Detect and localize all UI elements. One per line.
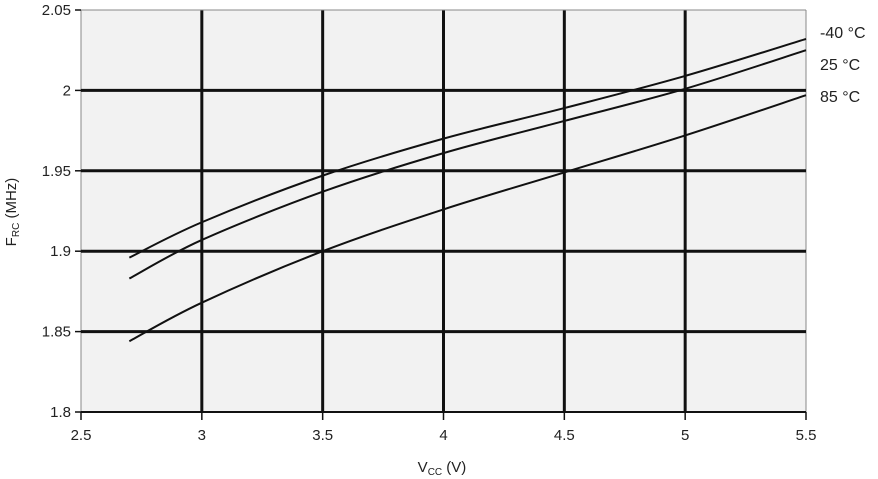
x-tick-label: 2.5 <box>71 427 92 444</box>
y-axis-label: FRC (MHz) <box>3 178 22 247</box>
y-tick-label: 1.9 <box>50 243 71 260</box>
series-line-2 <box>128 94 807 343</box>
series-line-1 <box>128 49 807 280</box>
y-tick-label: 2.05 <box>42 2 71 19</box>
x-tick-label: 3.5 <box>312 427 333 444</box>
legend-label-0: -40 °C <box>820 25 866 42</box>
x-tick-label: 5 <box>681 427 689 444</box>
y-tick-label: 2 <box>63 82 71 99</box>
tick-labels: 2.5 3 3.5 4 4.5 5 5.5 1.8 1.85 1.9 1.95 2 2.05 <box>42 2 817 444</box>
x-tick-label: 5.5 <box>796 427 817 444</box>
x-tick-label: 4.5 <box>554 427 575 444</box>
y-tick-label: 1.85 <box>42 324 71 341</box>
grid <box>75 9 807 420</box>
legend-label-1: 25 °C <box>820 57 860 74</box>
y-tick-label: 1.8 <box>50 404 71 421</box>
x-axis-label: VCC (V) <box>418 459 467 478</box>
series-lines <box>128 37 807 343</box>
x-tick-label: 3 <box>198 427 206 444</box>
x-tick-label: 4 <box>439 427 447 444</box>
series-line-0 <box>128 37 807 259</box>
legend-label-2: 85 °C <box>820 89 860 106</box>
legend: -40 °C 25 °C 85 °C <box>820 25 866 106</box>
y-tick-label: 1.95 <box>42 163 71 180</box>
